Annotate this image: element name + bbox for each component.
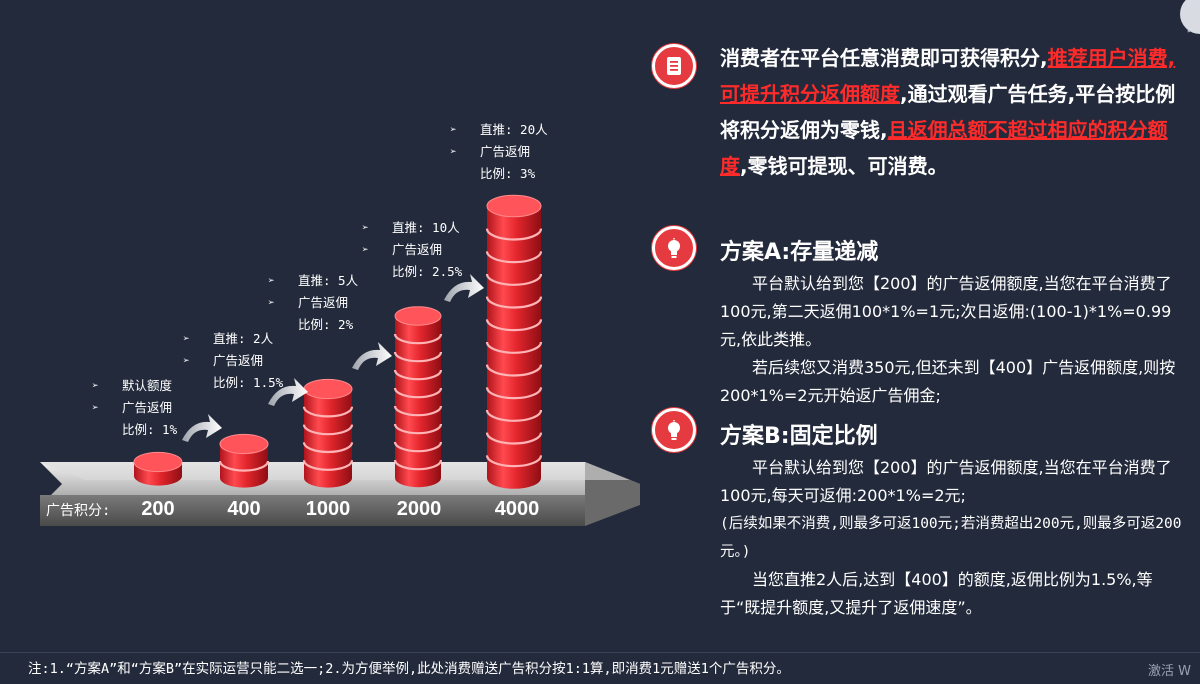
curved-arrow-icon bbox=[182, 414, 222, 442]
lightbulb-icon bbox=[652, 226, 696, 270]
tier-note-text: 广告返佣 bbox=[392, 242, 443, 257]
intro-text: 消费者在平台任意消费即可获得积分,推荐用户消费,可提升积分返佣额度,通过观看广告… bbox=[720, 40, 1180, 184]
tier-points-200: 200 bbox=[141, 498, 175, 520]
intro-highlight2: 且返佣总额不超过相应的积分额度 bbox=[720, 118, 1168, 178]
tier-cylinder-200 bbox=[133, 451, 183, 486]
tier-note-1000: ➢ 直推: 5人 ➢ 广告返佣比例: 2% bbox=[268, 270, 358, 336]
arrow-bullet-icon: ➢ bbox=[450, 123, 457, 136]
tier-note-line: ➢ 广告返佣 bbox=[92, 397, 177, 419]
lightbulb-icon bbox=[652, 408, 696, 452]
plan-b-body: 平台默认给到您【200】的广告返佣额度,当您在平台消费了100元,每天可返佣:2… bbox=[720, 454, 1190, 622]
tier-note-text: 直推: 5人 bbox=[298, 273, 359, 288]
tier-note-line: ➢ 直推: 5人 bbox=[268, 270, 358, 292]
tier-chart bbox=[40, 194, 640, 526]
arrow-bullet-icon: ➢ bbox=[183, 354, 190, 367]
tier-note-text: 默认额度 bbox=[122, 378, 173, 393]
tier-note-line: ➢ 广告返佣 bbox=[183, 350, 283, 372]
tier-cylinder-1000 bbox=[302, 378, 354, 488]
arrow-bullet-icon: ➢ bbox=[362, 243, 369, 256]
corner-badge bbox=[1180, 0, 1200, 34]
corner-text: 微 bbox=[1186, 20, 1199, 34]
intro-part3: ,零钱可提现、可消费。 bbox=[740, 154, 948, 178]
plan-b-paragraph-1: 平台默认给到您【200】的广告返佣额度,当您在平台消费了100元,每天可返佣:2… bbox=[720, 458, 1172, 505]
document-icon bbox=[652, 44, 696, 88]
tier-note-text: 比例: 1.5% bbox=[213, 375, 284, 390]
tier-points-4000: 4000 bbox=[494, 498, 540, 520]
tier-note-line: ➢ 广告返佣 bbox=[362, 239, 462, 261]
tier-note-text: 广告返佣 bbox=[480, 144, 531, 159]
intro-highlight1: 推荐用户消费,可提升积分返佣额度 bbox=[720, 46, 1176, 106]
tier-note-2000: ➢ 直推: 10人 ➢ 广告返佣比例: 2.5% bbox=[362, 217, 462, 283]
curved-arrow-icon bbox=[268, 378, 308, 406]
arrow-bullet-icon: ➢ bbox=[268, 296, 275, 309]
tier-note-4000: ➢ 直推: 20人 ➢ 广告返佣比例: 3% bbox=[450, 119, 548, 185]
tier-note-line: ➢ 默认额度 bbox=[92, 375, 177, 397]
tier-note-line: ➢ 广告返佣 bbox=[268, 292, 358, 314]
tier-points-400: 400 bbox=[227, 498, 261, 520]
tier-note-text: 直推: 2人 bbox=[213, 331, 274, 346]
plan-b-paragraph-2: (后续如果不消费,则最多可返100元;若消费超出200元,则最多可返200元。) bbox=[720, 516, 1182, 560]
plan-a-title: 方案A:存量递减 bbox=[720, 240, 879, 265]
footnote: 注:1.“方案A”和“方案B”在实际运营只能二选一;2.为方便举例,此处消费赠送… bbox=[28, 661, 790, 677]
tier-note-text: 比例: 3% bbox=[480, 166, 536, 181]
tier-note-text: 广告返佣 bbox=[122, 400, 173, 415]
tier-note-400: ➢ 直推: 2人 ➢ 广告返佣比例: 1.5% bbox=[183, 328, 283, 394]
plan-b-paragraph-3: 当您直推2人后,达到【400】的额度,返佣比例为1.5%,等于“既提升额度,又提… bbox=[720, 570, 1153, 617]
tier-cylinder-400 bbox=[218, 433, 270, 488]
tier-points-2000: 2000 bbox=[396, 498, 442, 520]
tier-note-line: ➢ 直推: 20人 bbox=[450, 119, 548, 141]
axis-label: 广告积分: bbox=[46, 503, 111, 519]
curved-arrow-icon bbox=[444, 274, 484, 302]
tier-note-text: 广告返佣 bbox=[298, 295, 349, 310]
plan-a-body: 平台默认给到您【200】的广告返佣额度,当您在平台消费了100元,第二天返佣10… bbox=[720, 270, 1190, 410]
arrow-bullet-icon: ➢ bbox=[183, 332, 190, 345]
tier-note-text: 直推: 20人 bbox=[480, 122, 548, 137]
curved-arrow-icon bbox=[352, 342, 392, 370]
tier-note-line: ➢ 广告返佣 bbox=[450, 141, 548, 163]
arrow-bullet-icon: ➢ bbox=[268, 274, 275, 287]
tier-cylinder-4000 bbox=[485, 194, 543, 489]
tier-note-200: ➢ 默认额度 ➢ 广告返佣比例: 1% bbox=[92, 375, 177, 441]
arrow-bullet-icon: ➢ bbox=[92, 379, 99, 392]
arrow-bullet-icon: ➢ bbox=[450, 145, 457, 158]
watermark: 激活 W bbox=[1148, 664, 1191, 679]
tier-note-line: ➢ 直推: 2人 bbox=[183, 328, 283, 350]
plan-a-paragraph-1: 平台默认给到您【200】的广告返佣额度,当您在平台消费了100元,第二天返佣10… bbox=[720, 274, 1172, 349]
tier-note-text: 直推: 10人 bbox=[392, 220, 460, 235]
intro-part1: 消费者在平台任意消费即可获得积分, bbox=[720, 46, 1048, 70]
tier-note-text: 比例: 1% bbox=[122, 422, 178, 437]
tier-note-text: 比例: 2% bbox=[298, 317, 354, 332]
tier-note-text: 广告返佣 bbox=[213, 353, 264, 368]
intro-part2: ,通过观看广告任务,平台按比例将积分返佣为零钱, bbox=[720, 82, 1176, 142]
plan-b-title: 方案B:固定比例 bbox=[720, 424, 878, 449]
tier-points-1000: 1000 bbox=[305, 498, 351, 520]
tier-note-text: 比例: 2.5% bbox=[392, 264, 463, 279]
plan-a-paragraph-2: 若后续您又消费350元,但还未到【400】广告返佣额度,则按200*1%=2元开… bbox=[720, 358, 1176, 405]
footnote-bar bbox=[0, 652, 1200, 684]
arrow-bullet-icon: ➢ bbox=[92, 401, 99, 414]
arrow-bullet-icon: ➢ bbox=[362, 221, 369, 234]
tier-cylinder-2000 bbox=[393, 306, 443, 488]
tier-note-line: ➢ 直推: 10人 bbox=[362, 217, 462, 239]
